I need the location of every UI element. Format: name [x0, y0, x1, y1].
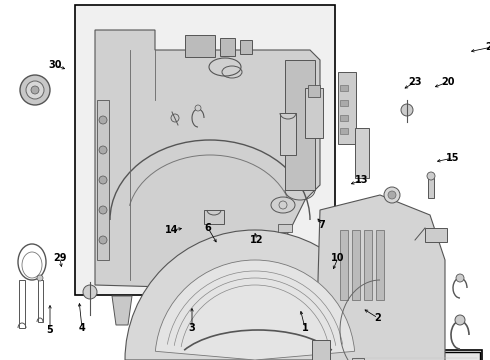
- Circle shape: [388, 191, 396, 199]
- Bar: [38, 280, 43, 322]
- Polygon shape: [352, 352, 480, 360]
- Bar: [340, 230, 348, 300]
- Circle shape: [99, 176, 107, 184]
- Text: 12: 12: [250, 235, 264, 245]
- Circle shape: [384, 187, 400, 203]
- Wedge shape: [125, 230, 385, 360]
- Bar: [285, 60, 315, 190]
- Polygon shape: [315, 195, 445, 360]
- Bar: [280, 113, 296, 155]
- Polygon shape: [112, 296, 132, 325]
- Text: 13: 13: [355, 175, 369, 185]
- Circle shape: [99, 236, 107, 244]
- Ellipse shape: [271, 197, 295, 213]
- Circle shape: [401, 104, 413, 116]
- Text: 10: 10: [331, 253, 345, 263]
- Bar: [97, 100, 109, 260]
- Text: 7: 7: [318, 220, 325, 230]
- Bar: [428, 178, 434, 198]
- Text: 5: 5: [47, 325, 53, 335]
- Bar: [425, 228, 447, 242]
- Text: 29: 29: [53, 253, 67, 263]
- Text: 6: 6: [205, 223, 211, 233]
- Circle shape: [26, 81, 44, 99]
- Bar: [350, 350, 482, 360]
- Bar: [185, 35, 215, 57]
- Bar: [204, 210, 224, 224]
- Bar: [340, 115, 348, 121]
- Text: 20: 20: [441, 77, 455, 87]
- Polygon shape: [95, 30, 320, 288]
- Bar: [340, 128, 348, 134]
- Bar: [352, 358, 364, 360]
- Text: 15: 15: [446, 153, 460, 163]
- Bar: [340, 85, 348, 91]
- Circle shape: [456, 274, 464, 282]
- Bar: [278, 224, 292, 232]
- Circle shape: [20, 75, 50, 105]
- Circle shape: [31, 86, 39, 94]
- Text: 3: 3: [189, 323, 196, 333]
- Circle shape: [83, 285, 97, 299]
- Text: 23: 23: [408, 77, 422, 87]
- Bar: [352, 230, 360, 300]
- Text: 1: 1: [302, 323, 308, 333]
- Circle shape: [195, 105, 201, 111]
- Bar: [364, 230, 372, 300]
- Bar: [240, 40, 252, 54]
- Text: 14: 14: [165, 225, 179, 235]
- Circle shape: [99, 116, 107, 124]
- Bar: [220, 38, 235, 56]
- Circle shape: [99, 206, 107, 214]
- Circle shape: [455, 315, 465, 325]
- Text: 24: 24: [485, 42, 490, 52]
- Circle shape: [37, 275, 43, 281]
- Bar: [19, 280, 25, 328]
- Circle shape: [171, 114, 179, 122]
- Circle shape: [427, 172, 435, 180]
- Bar: [308, 85, 320, 97]
- Wedge shape: [155, 260, 355, 360]
- Bar: [355, 128, 369, 178]
- Bar: [376, 230, 384, 300]
- Bar: [338, 72, 356, 144]
- Text: 4: 4: [78, 323, 85, 333]
- Text: 2: 2: [375, 313, 381, 323]
- Bar: [75, 5, 335, 295]
- Circle shape: [99, 146, 107, 154]
- Bar: [312, 340, 330, 360]
- Bar: [340, 100, 348, 106]
- Bar: [305, 88, 323, 138]
- Text: 30: 30: [48, 60, 62, 70]
